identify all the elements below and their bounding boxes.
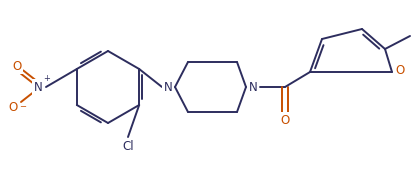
Text: N: N bbox=[249, 81, 257, 93]
Text: O: O bbox=[395, 64, 405, 76]
Text: −: − bbox=[19, 102, 26, 111]
Text: O: O bbox=[8, 100, 18, 113]
Text: Cl: Cl bbox=[122, 141, 134, 154]
Text: O: O bbox=[280, 113, 290, 127]
Text: +: + bbox=[43, 74, 50, 83]
Text: N: N bbox=[163, 81, 172, 93]
Text: O: O bbox=[13, 59, 22, 72]
Text: N: N bbox=[33, 81, 42, 93]
